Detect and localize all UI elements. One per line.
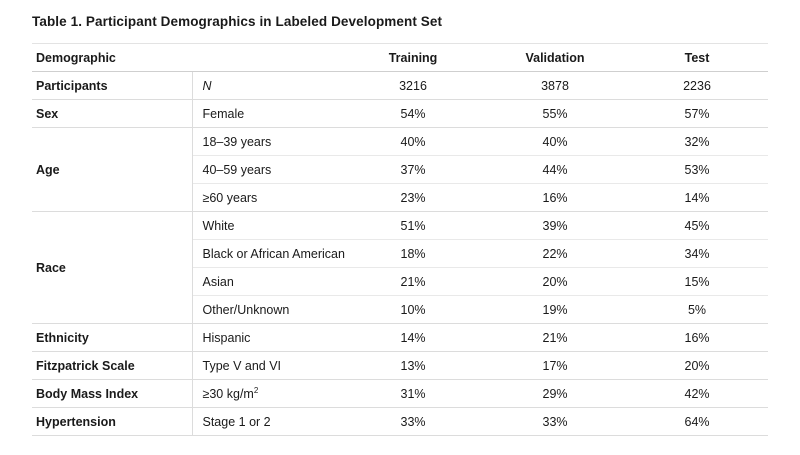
demographics-table: Demographic Training Validation Test Par… — [32, 43, 769, 436]
table-row: Body Mass Index ≥30 kg/m2 31% 29% 42% — [32, 379, 769, 408]
cell-validation: 21% — [484, 323, 627, 352]
cell-training: 21% — [342, 267, 485, 296]
header-test: Test — [626, 43, 769, 72]
row-sublabel: Type V and VI — [192, 351, 343, 380]
row-sublabel-text: Female — [202, 106, 245, 121]
table-row: 40–59 years 37% 44% 53% — [32, 155, 769, 184]
cell-training: 54% — [342, 99, 485, 128]
cell-training: 40% — [342, 127, 485, 156]
cell-test: 64% — [626, 407, 769, 436]
row-group-label: Ethnicity — [32, 323, 193, 352]
cell-validation: 20% — [484, 267, 627, 296]
cell-validation: 44% — [484, 155, 627, 184]
header-validation: Validation — [484, 43, 627, 72]
cell-training: 33% — [342, 407, 485, 436]
row-sublabel-text: Hispanic — [202, 330, 251, 345]
row-sublabel-text: ≥60 years — [202, 190, 258, 205]
cell-validation: 16% — [484, 183, 627, 212]
cell-validation: 19% — [484, 295, 627, 324]
row-sublabel-text: Asian — [202, 274, 234, 289]
table-row: Hypertension Stage 1 or 2 33% 33% 64% — [32, 407, 769, 436]
row-sublabel-text: 40–59 years — [202, 162, 272, 177]
header-training: Training — [342, 43, 485, 72]
table-row: Fitzpatrick Scale Type V and VI 13% 17% 20% — [32, 351, 769, 380]
cell-validation: 22% — [484, 239, 627, 268]
row-sublabel-text: Stage 1 or 2 — [202, 414, 271, 429]
row-sublabel: N — [192, 71, 343, 100]
table-title: Table 1. Participant Demographics in Lab… — [32, 14, 443, 29]
cell-training: 51% — [342, 211, 485, 240]
table-row: Other/Unknown 10% 19% 5% — [32, 295, 769, 324]
cell-training: 10% — [342, 295, 485, 324]
row-sublabel-text: N — [202, 78, 212, 93]
cell-validation: 33% — [484, 407, 627, 436]
cell-training: 31% — [342, 379, 485, 408]
cell-test: 15% — [626, 267, 769, 296]
cell-validation: 40% — [484, 127, 627, 156]
cell-training: 18% — [342, 239, 485, 268]
cell-test: 2236 — [626, 71, 769, 100]
row-group-label: Race — [32, 211, 193, 324]
cell-test: 34% — [626, 239, 769, 268]
cell-validation: 3878 — [484, 71, 627, 100]
row-sublabel: Female — [192, 99, 343, 128]
table-row: Sex Female 54% 55% 57% — [32, 99, 769, 128]
cell-validation: 17% — [484, 351, 627, 380]
row-sublabel: 40–59 years — [192, 155, 343, 184]
row-sublabel-text: 18–39 years — [202, 134, 272, 149]
cell-validation: 55% — [484, 99, 627, 128]
cell-test: 5% — [626, 295, 769, 324]
row-group-label: Age — [32, 127, 193, 212]
row-sublabel-text: ≥30 kg/m — [202, 386, 254, 401]
row-sublabel-text: Type V and VI — [202, 358, 282, 373]
cell-test: 45% — [626, 211, 769, 240]
cell-test: 42% — [626, 379, 769, 408]
table-row: Participants N 3216 3878 2236 — [32, 71, 769, 100]
row-sublabel: White — [192, 211, 343, 240]
table-row: Race White 51% 39% 45% — [32, 211, 769, 324]
row-group-label: Hypertension — [32, 407, 193, 436]
row-sublabel: ≥60 years — [192, 183, 343, 212]
row-group-label: Sex — [32, 99, 193, 128]
cell-training: 3216 — [342, 71, 485, 100]
cell-validation: 39% — [484, 211, 627, 240]
cell-test: 32% — [626, 127, 769, 156]
row-sublabel-text: White — [202, 218, 235, 233]
cell-training: 37% — [342, 155, 485, 184]
cell-test: 20% — [626, 351, 769, 380]
header-row: Demographic Training Validation Test — [32, 43, 769, 72]
row-sublabel: Stage 1 or 2 — [192, 407, 343, 436]
table-row: Asian 21% 20% 15% — [32, 267, 769, 296]
cell-test: 53% — [626, 155, 769, 184]
cell-test: 16% — [626, 323, 769, 352]
row-sublabel: Other/Unknown — [192, 295, 343, 324]
table-row: Age 18–39 years 40% 40% 32% — [32, 127, 769, 212]
row-sublabel-text: Other/Unknown — [202, 302, 290, 317]
cell-test: 14% — [626, 183, 769, 212]
header-demographic: Demographic — [32, 43, 343, 72]
table-row: ≥60 years 23% 16% 14% — [32, 183, 769, 212]
cell-training: 23% — [342, 183, 485, 212]
row-sublabel-text: Black or African American — [202, 246, 345, 261]
table-row: Black or African American 18% 22% 34% — [32, 239, 769, 268]
cell-validation: 29% — [484, 379, 627, 408]
row-sublabel: 18–39 years — [192, 127, 343, 156]
row-sublabel: ≥30 kg/m2 — [192, 379, 343, 408]
row-sublabel-superscript: 2 — [253, 385, 259, 395]
row-group-label: Body Mass Index — [32, 379, 193, 408]
table-row: Ethnicity Hispanic 14% 21% 16% — [32, 323, 769, 352]
row-group-label: Fitzpatrick Scale — [32, 351, 193, 380]
row-sublabel: Asian — [192, 267, 343, 296]
cell-training: 14% — [342, 323, 485, 352]
row-sublabel: Hispanic — [192, 323, 343, 352]
cell-test: 57% — [626, 99, 769, 128]
row-group-label: Participants — [32, 71, 193, 100]
row-sublabel: Black or African American — [192, 239, 345, 268]
cell-training: 13% — [342, 351, 485, 380]
table-body: Participants N 3216 3878 2236 Sex Female 54% 55%… — [32, 71, 769, 436]
